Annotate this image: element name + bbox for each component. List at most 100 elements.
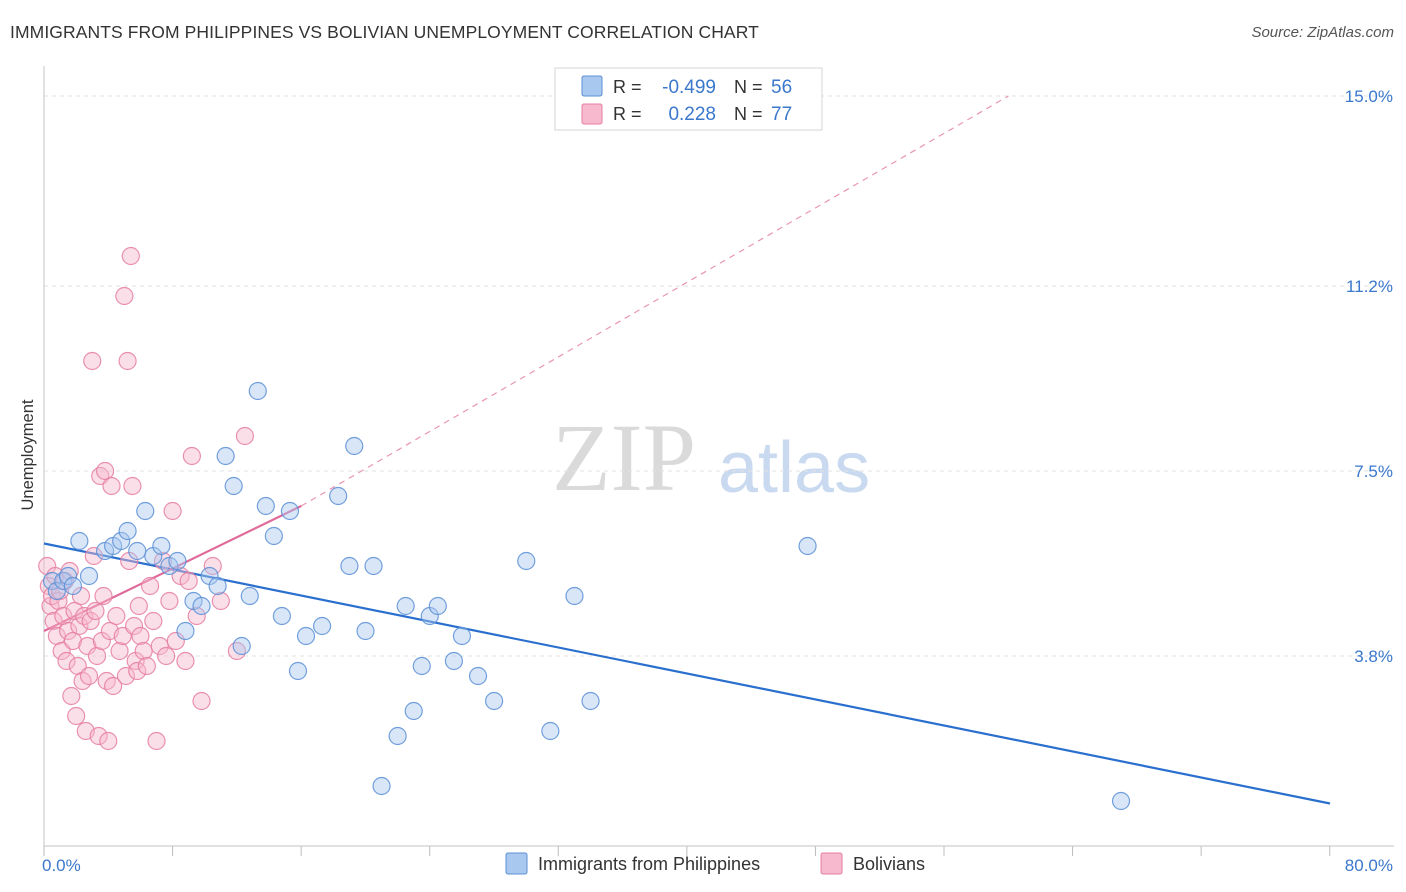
philippines-point xyxy=(79,566,99,586)
philippines-point xyxy=(452,626,472,646)
philippines-point xyxy=(152,536,171,556)
philippines-point xyxy=(264,526,283,546)
philippines-point xyxy=(176,621,195,641)
bolivians-point xyxy=(182,446,201,466)
philippines-point xyxy=(468,666,488,686)
bolivians-point xyxy=(137,656,156,676)
philippines-point xyxy=(240,586,259,606)
watermark-zip: ZIP xyxy=(552,404,696,511)
x-tick-label-min: 0.0% xyxy=(42,856,81,875)
philippines-point xyxy=(63,576,83,596)
series-legend: Immigrants from Philippines Bolivians xyxy=(505,852,925,875)
bolivians-point xyxy=(160,591,179,611)
philippines-point xyxy=(444,651,464,671)
philippines-point xyxy=(248,381,267,401)
philippines-point xyxy=(256,496,275,516)
philippines-point xyxy=(485,691,504,711)
bolivians-point xyxy=(57,651,76,671)
bolivians-point xyxy=(59,621,78,641)
stats-n-label-blue: N = xyxy=(734,77,763,97)
philippines-point xyxy=(118,521,137,541)
y-tick-label: 15.0% xyxy=(1345,87,1393,106)
philippines-point xyxy=(280,501,300,521)
philippines-point xyxy=(232,636,251,656)
bolivians-point xyxy=(83,351,102,371)
bolivians-point xyxy=(70,616,89,636)
bolivians-point xyxy=(179,571,198,591)
philippines-point xyxy=(224,476,243,496)
bolivians-point xyxy=(163,501,182,521)
bolivians-point xyxy=(116,666,136,686)
philippines-point xyxy=(112,531,131,551)
bolivians-point xyxy=(157,646,176,666)
philippines-point xyxy=(296,626,316,646)
philippines-point xyxy=(364,556,383,576)
philippines-point xyxy=(798,536,817,556)
bolivians-point xyxy=(128,661,147,681)
philippines-point xyxy=(312,616,332,636)
bolivians-point xyxy=(147,731,166,751)
philippines-point xyxy=(372,776,391,796)
philippines-point xyxy=(356,621,375,641)
watermark: ZIP atlas xyxy=(552,404,870,511)
bolivians-point xyxy=(129,596,148,616)
philippines-point xyxy=(404,701,423,721)
trend-line-bolivians-extension xyxy=(300,95,1009,507)
stats-swatch-pink xyxy=(581,103,603,125)
bolivians-point xyxy=(121,246,140,266)
bolivians-point xyxy=(84,546,103,566)
bolivians-point xyxy=(107,606,126,626)
philippines-point xyxy=(192,596,211,616)
bolivians-point xyxy=(187,606,206,626)
philippines-point xyxy=(128,541,147,561)
bolivians-point xyxy=(140,576,160,596)
philippines-point xyxy=(396,596,415,616)
trend-line-philippines xyxy=(43,542,1331,805)
grid xyxy=(44,95,1394,657)
bolivians-point xyxy=(81,611,100,631)
bolivians-point xyxy=(87,646,107,666)
legend-swatch-bolivians xyxy=(820,852,843,875)
stats-swatch-blue xyxy=(581,75,603,97)
stats-r-label-pink: R = xyxy=(613,104,642,124)
philippines-point xyxy=(345,436,364,456)
philippines-point xyxy=(136,501,155,521)
philippines-point xyxy=(208,576,227,596)
philippines-point xyxy=(70,531,89,551)
legend-swatch-philippines xyxy=(505,852,528,875)
philippines-point xyxy=(388,726,407,746)
philippines-point xyxy=(272,606,292,626)
bolivians-point xyxy=(192,691,211,711)
bolivians-point xyxy=(115,286,134,306)
philippines-point xyxy=(581,691,600,711)
stats-n-value-pink: 77 xyxy=(771,104,792,125)
philippines-point xyxy=(216,446,235,466)
stats-r-value-blue: -0.499 xyxy=(662,77,716,98)
bolivians-point xyxy=(134,641,153,661)
stats-n-label-pink: N = xyxy=(734,104,763,124)
chart-title: IMMIGRANTS FROM PHILIPPINES VS BOLIVIAN … xyxy=(10,22,759,42)
bolivians-points xyxy=(38,246,255,751)
bolivians-point xyxy=(89,726,108,746)
watermark-atlas: atlas xyxy=(718,428,870,508)
stats-r-label-blue: R = xyxy=(613,77,642,97)
bolivians-point xyxy=(86,601,105,621)
philippines-point xyxy=(1111,791,1131,811)
bolivians-point xyxy=(227,641,246,661)
philippines-point xyxy=(565,586,584,606)
bolivians-point xyxy=(124,616,144,636)
legend-label-bolivians: Bolivians xyxy=(853,854,925,874)
bolivians-point xyxy=(211,591,230,611)
bolivians-point xyxy=(123,476,142,496)
bolivians-point xyxy=(235,426,255,446)
bolivians-point xyxy=(166,631,185,651)
philippines-point xyxy=(517,551,536,571)
philippines-point xyxy=(541,721,560,741)
philippines-point xyxy=(54,571,73,591)
x-tick-label-max: 80.0% xyxy=(1345,856,1393,875)
y-tick-label: 11.2% xyxy=(1346,277,1393,296)
bolivians-point xyxy=(118,351,137,371)
bolivians-point xyxy=(95,461,115,481)
philippines-point xyxy=(168,551,187,571)
stats-n-value-blue: 56 xyxy=(771,77,792,98)
